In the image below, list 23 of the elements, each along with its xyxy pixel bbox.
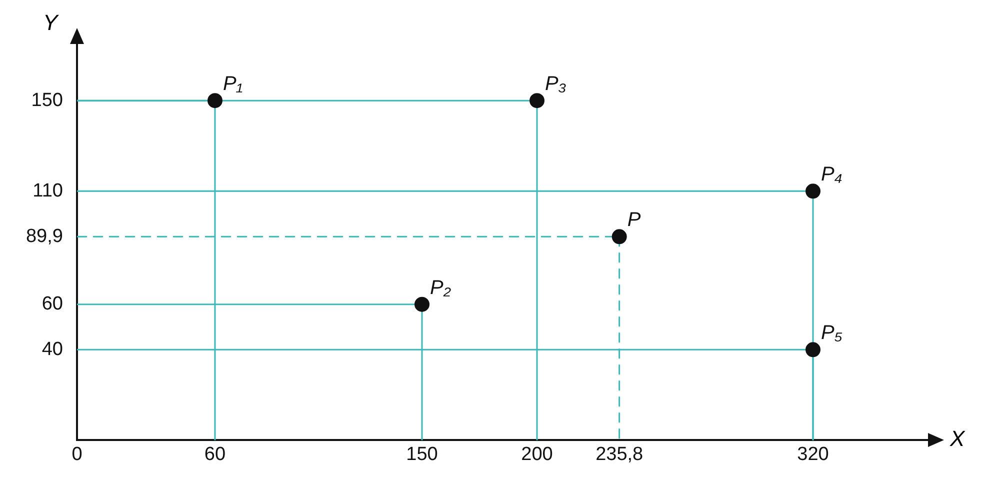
y-tick-label: 110 bbox=[32, 180, 63, 202]
annotation: P₅ bbox=[820, 322, 842, 344]
y-axis-title: Y bbox=[42, 10, 58, 36]
y-tick-label: 150 bbox=[31, 90, 63, 111]
x-tick-label: 150 bbox=[406, 444, 438, 465]
annotation: P₄ bbox=[820, 164, 842, 186]
annotation: P₁ bbox=[222, 73, 243, 96]
y-tick-label: 60 bbox=[42, 294, 63, 315]
y-tick-label: 89,9 bbox=[26, 226, 63, 247]
x-tick-label: 235,8 bbox=[596, 444, 644, 465]
point bbox=[805, 184, 820, 199]
x-axis-title: X bbox=[950, 426, 965, 452]
annotation: P₂ bbox=[430, 276, 452, 299]
point bbox=[414, 296, 430, 312]
point bbox=[612, 229, 627, 244]
x-tick-label: 320 bbox=[797, 444, 829, 465]
x-tick-label: 0 bbox=[72, 444, 82, 465]
x-tick-label: 60 bbox=[204, 444, 226, 465]
annotation: P₃ bbox=[544, 73, 566, 96]
annotation: P bbox=[627, 209, 642, 232]
y-tick-label: 40 bbox=[42, 338, 63, 360]
point bbox=[529, 93, 544, 108]
x-tick-label: 200 bbox=[521, 444, 553, 465]
